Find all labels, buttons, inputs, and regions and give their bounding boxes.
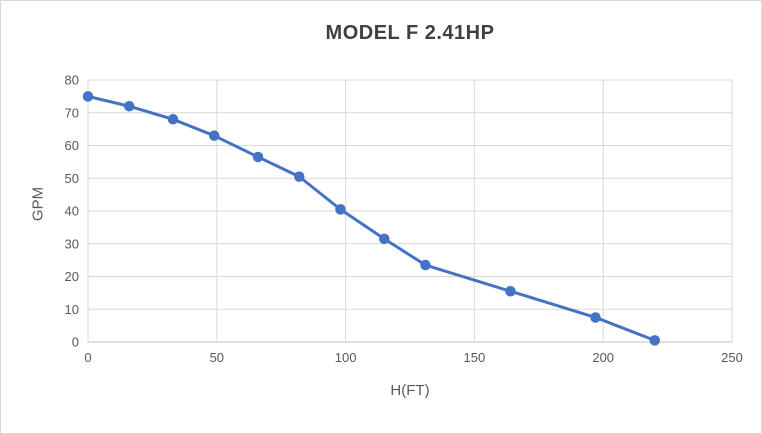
y-tick-label: 70	[65, 105, 79, 120]
y-tick-label: 30	[65, 236, 79, 251]
x-tick-label: 0	[84, 350, 91, 365]
data-point-marker	[293, 171, 305, 182]
data-point-marker	[378, 233, 390, 245]
y-tick-label: 20	[65, 269, 79, 284]
x-tick-label: 250	[721, 350, 743, 365]
y-tick-label: 0	[72, 335, 79, 350]
x-tick-label: 50	[210, 350, 224, 365]
x-tick-label: 200	[592, 350, 614, 365]
data-point-marker	[208, 130, 220, 141]
data-point-marker	[420, 259, 431, 271]
x-tick-label: 150	[464, 350, 486, 365]
x-axis-title: H(FT)	[390, 382, 430, 399]
data-point-marker	[590, 312, 601, 323]
x-tick-label: 100	[335, 350, 357, 365]
data-point-marker	[649, 335, 660, 346]
series-line	[86, 94, 657, 342]
data-point-marker	[123, 100, 135, 112]
data-point-marker	[335, 204, 346, 215]
y-tick-label: 50	[65, 171, 79, 186]
y-tick-label: 60	[65, 138, 79, 153]
data-point-marker	[82, 91, 94, 102]
chart-title: MODEL F 2.41HP	[325, 22, 495, 44]
data-point-marker	[252, 151, 264, 163]
data-point-marker	[167, 114, 179, 125]
y-tick-label: 10	[65, 302, 79, 317]
data-point-marker	[505, 285, 516, 297]
y-tick-label: 40	[65, 204, 79, 219]
y-tick-label: 80	[65, 73, 79, 88]
